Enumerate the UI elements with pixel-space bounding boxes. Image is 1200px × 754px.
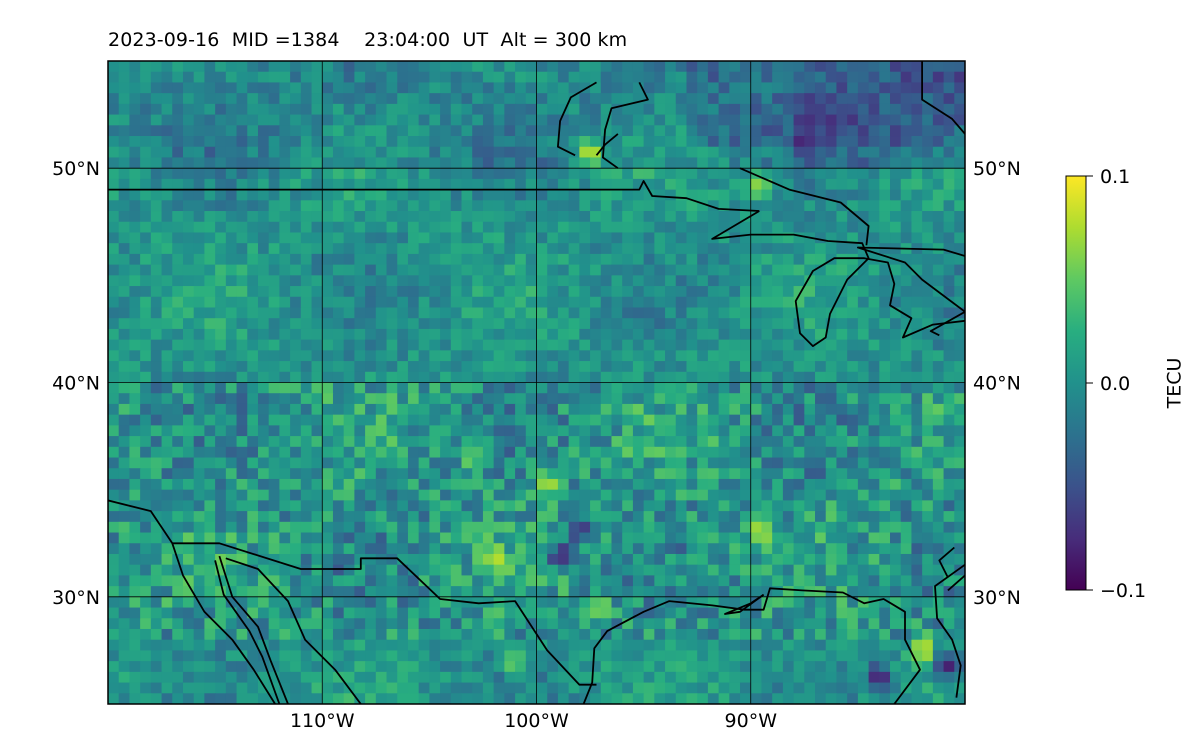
x-tick-label: 90°W: [725, 710, 778, 732]
colorbar-tick-label: −0.1: [1100, 580, 1146, 602]
map-gridlines: [108, 61, 965, 704]
chart-title: 2023-09-16 MID =1384 23:04:00 UT Alt = 3…: [108, 29, 628, 51]
coastline: [557, 81, 597, 157]
coastline: [595, 133, 619, 156]
map-frame: [107, 60, 966, 705]
colorbar-tick-label: 0.1: [1100, 166, 1130, 188]
coastline: [218, 555, 289, 704]
colorbar: TECU 0.1 0.0 −0.1: [1065, 166, 1186, 602]
y-tick-label-right: 50°N: [973, 158, 1021, 180]
y-tick-label-left: 40°N: [52, 373, 100, 395]
y-tick-label-right: 30°N: [973, 587, 1021, 609]
coastline: [921, 61, 965, 135]
coastline: [602, 81, 649, 169]
coastline: [938, 546, 955, 578]
coastline: [947, 574, 965, 592]
coastline: [108, 499, 276, 704]
coastline: [724, 593, 765, 615]
coastline: [214, 560, 281, 704]
coastline: [108, 180, 760, 212]
x-tick-label: 110°W: [290, 710, 355, 732]
coastline: [934, 563, 965, 698]
colorbar-label: TECU: [1164, 358, 1186, 410]
coastline: [582, 587, 921, 704]
coastlines: [108, 61, 965, 704]
tec-heatmap: [108, 61, 965, 704]
x-tick-label: 100°W: [504, 710, 569, 732]
coastline: [225, 557, 362, 704]
coastline: [739, 167, 870, 246]
axis-tick-labels: 110°W 100°W 90°W 30°N 30°N 40°N 40°N 50°N 50°N: [52, 158, 1021, 732]
y-tick-label-left: 30°N: [52, 587, 100, 609]
coastline: [172, 542, 597, 686]
colorbar-tick-label: 0.0: [1100, 373, 1130, 395]
y-tick-label-right: 40°N: [973, 373, 1021, 395]
coastline: [711, 210, 965, 347]
y-tick-label-left: 50°N: [52, 158, 100, 180]
colorbar-gradient: [1065, 175, 1087, 591]
coastline: [929, 311, 965, 337]
